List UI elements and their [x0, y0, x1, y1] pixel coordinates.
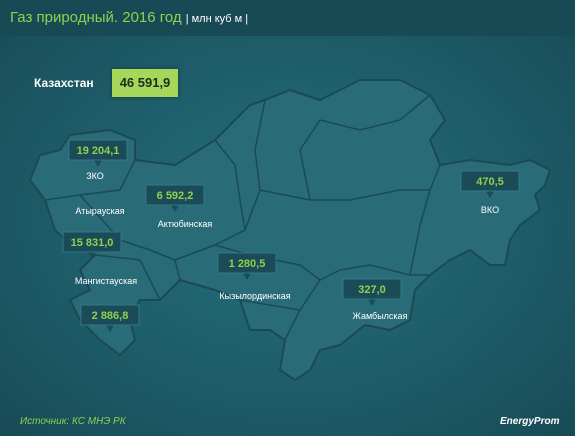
region-value: 470,5	[476, 176, 504, 188]
callout-pointer	[106, 325, 114, 332]
total-value: 46 591,9	[112, 69, 178, 97]
border	[409, 189, 431, 276]
callout-pointer	[171, 205, 179, 212]
border	[44, 159, 136, 201]
region-label: Жамбылская	[353, 311, 408, 321]
border	[174, 139, 246, 261]
title: Газ природный. 2016 год | млн куб м |	[10, 9, 248, 26]
callout-pointer	[368, 299, 376, 306]
unit: | млн куб м |	[185, 13, 249, 25]
region-value: 1 280,5	[229, 258, 266, 270]
source: Источник: КС МНЭ РК	[20, 416, 126, 427]
callout-pointer	[243, 273, 251, 280]
region-value: 6 592,2	[157, 190, 194, 202]
callout-pointer	[486, 191, 494, 198]
region-borders	[44, 94, 441, 341]
border	[244, 99, 266, 231]
region-value: 2 886,8	[92, 310, 129, 322]
value-box	[62, 231, 122, 253]
region-label: Актюбинская	[158, 219, 213, 229]
title-text: Газ природный. 2016 год	[10, 9, 182, 26]
value-box	[68, 139, 128, 161]
region-label: Кызылординская	[219, 291, 290, 301]
border	[299, 94, 431, 201]
value-box	[80, 304, 140, 326]
value-box	[460, 170, 520, 192]
border	[284, 309, 301, 341]
border	[259, 164, 441, 201]
region-label: Атырауская	[75, 206, 124, 216]
border	[79, 194, 181, 281]
region-value: 19 204,1	[77, 145, 120, 157]
value-box	[217, 252, 277, 274]
logo: EnergyProm	[500, 416, 560, 427]
region-label: ВКО	[481, 205, 499, 215]
total-label: Казахстан	[34, 76, 94, 90]
callout-pointer	[88, 252, 96, 259]
region-label: ЗКО	[86, 171, 104, 181]
border	[94, 254, 161, 301]
region-value: 327,0	[358, 284, 386, 296]
region-label: Мангистауская	[75, 276, 137, 286]
callout-pointer	[94, 160, 102, 167]
value-box	[145, 184, 205, 206]
region-value: 15 831,0	[71, 237, 114, 249]
value-box	[342, 278, 402, 300]
country-outline	[29, 79, 551, 381]
header-band: Газ природный. 2016 год | млн куб м |	[0, 0, 575, 36]
